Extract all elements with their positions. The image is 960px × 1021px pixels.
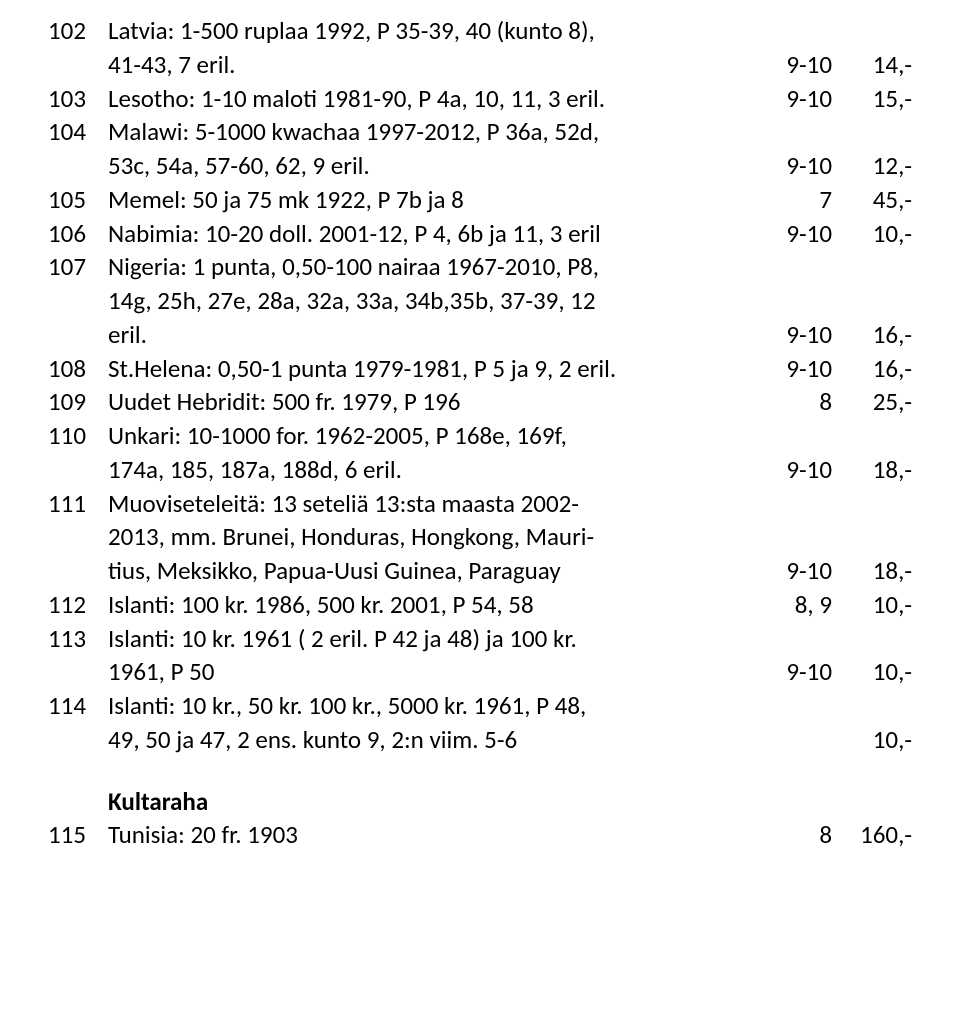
row-description: St.Helena: 0,50-1 punta 1979-1981, P 5 j…	[108, 352, 752, 386]
catalog-row: 108St.Helena: 0,50-1 punta 1979-1981, P …	[48, 352, 912, 386]
row-number: 104	[48, 115, 108, 149]
catalog-row: 104Malawi: 5-1000 kwachaa 1997-2012, P 3…	[48, 115, 912, 149]
catalog-row: 41-43, 7 eril.9-1014,-	[48, 48, 912, 82]
row-number: 112	[48, 588, 108, 622]
row-grade: 9-10	[752, 48, 832, 82]
row-description: 14g, 25h, 27e, 28a, 32a, 33a, 34b,35b, 3…	[108, 284, 752, 318]
row-grade: 8, 9	[752, 588, 832, 622]
row-description: Tunisia: 20 fr. 1903	[108, 818, 752, 852]
row-price: 14,-	[832, 48, 912, 82]
catalog-row: 105Memel: 50 ja 75 mk 1922, P 7b ja 8745…	[48, 183, 912, 217]
row-description: Latvia: 1-500 ruplaa 1992, P 35-39, 40 (…	[108, 14, 752, 48]
row-grade: 9-10	[752, 352, 832, 386]
row-price: 16,-	[832, 318, 912, 352]
row-number: 106	[48, 217, 108, 251]
row-price: 25,-	[832, 385, 912, 419]
catalog-row: 115Tunisia: 20 fr. 19038160,-	[48, 818, 912, 852]
catalog-row: 2013, mm. Brunei, Honduras, Hongkong, Ma…	[48, 520, 912, 554]
section-heading: Kultaraha	[108, 785, 752, 819]
catalog-list: 102Latvia: 1-500 ruplaa 1992, P 35-39, 4…	[48, 14, 912, 757]
catalog-row: 1961, P 509-1010,-	[48, 655, 912, 689]
row-grade: 8	[752, 385, 832, 419]
section-gap	[48, 757, 912, 785]
catalog-row: 102Latvia: 1-500 ruplaa 1992, P 35-39, 4…	[48, 14, 912, 48]
row-price: 45,-	[832, 183, 912, 217]
row-description: Memel: 50 ja 75 mk 1922, P 7b ja 8	[108, 183, 752, 217]
row-description: 1961, P 50	[108, 655, 752, 689]
row-number: 109	[48, 385, 108, 419]
row-price: 10,-	[832, 588, 912, 622]
catalog-row: 174a, 185, 187a, 188d, 6 eril.9-1018,-	[48, 453, 912, 487]
catalog-row: 49, 50 ja 47, 2 ens. kunto 9, 2:n viim. …	[48, 723, 912, 757]
catalog-row: 111Muoviseteleitä: 13 seteliä 13:sta maa…	[48, 487, 912, 521]
row-description: Islanti: 10 kr. 1961 ( 2 eril. P 42 ja 4…	[108, 622, 752, 656]
catalog-row: 109Uudet Hebridit: 500 fr. 1979, P 19682…	[48, 385, 912, 419]
row-grade: 9-10	[752, 149, 832, 183]
row-price: 10,-	[832, 655, 912, 689]
row-description: Malawi: 5-1000 kwachaa 1997-2012, P 36a,…	[108, 115, 752, 149]
row-price: 18,-	[832, 453, 912, 487]
row-number: 107	[48, 250, 108, 284]
row-number: 105	[48, 183, 108, 217]
catalog-row: eril.9-1016,-	[48, 318, 912, 352]
section-heading-row: Kultaraha	[48, 785, 912, 819]
row-description: 41-43, 7 eril.	[108, 48, 752, 82]
row-description: 2013, mm. Brunei, Honduras, Hongkong, Ma…	[108, 520, 752, 554]
row-grade: 9-10	[752, 655, 832, 689]
row-number: 111	[48, 487, 108, 521]
row-description: tius, Meksikko, Papua-Uusi Guinea, Parag…	[108, 554, 752, 588]
row-description: Lesotho: 1-10 maloti 1981-90, P 4a, 10, …	[108, 82, 752, 116]
row-description: 174a, 185, 187a, 188d, 6 eril.	[108, 453, 752, 487]
row-price: 15,-	[832, 82, 912, 116]
catalog-row: 114Islanti: 10 kr., 50 kr. 100 kr., 5000…	[48, 689, 912, 723]
row-description: Nigeria: 1 punta, 0,50-100 nairaa 1967-2…	[108, 250, 752, 284]
row-number: 103	[48, 82, 108, 116]
row-price: 16,-	[832, 352, 912, 386]
row-grade: 9-10	[752, 217, 832, 251]
catalog-row: 14g, 25h, 27e, 28a, 32a, 33a, 34b,35b, 3…	[48, 284, 912, 318]
row-number: 113	[48, 622, 108, 656]
row-price: 12,-	[832, 149, 912, 183]
row-grade: 9-10	[752, 453, 832, 487]
row-price: 10,-	[832, 217, 912, 251]
row-description: Nabimia: 10-20 doll. 2001-12, P 4, 6b ja…	[108, 217, 752, 251]
row-description: Uudet Hebridit: 500 fr. 1979, P 196	[108, 385, 752, 419]
row-grade: 9-10	[752, 554, 832, 588]
catalog-row: tius, Meksikko, Papua-Uusi Guinea, Parag…	[48, 554, 912, 588]
row-grade: 9-10	[752, 82, 832, 116]
row-grade: 9-10	[752, 318, 832, 352]
catalog-row: 113Islanti: 10 kr. 1961 ( 2 eril. P 42 j…	[48, 622, 912, 656]
row-description: Muoviseteleitä: 13 seteliä 13:sta maasta…	[108, 487, 752, 521]
row-description: 53c, 54a, 57-60, 62, 9 eril.	[108, 149, 752, 183]
row-price: 160,-	[832, 818, 912, 852]
row-description: Islanti: 100 kr. 1986, 500 kr. 2001, P 5…	[108, 588, 752, 622]
section-entry: 115Tunisia: 20 fr. 19038160,-	[48, 818, 912, 852]
row-number: 108	[48, 352, 108, 386]
row-description: Islanti: 10 kr., 50 kr. 100 kr., 5000 kr…	[108, 689, 752, 723]
catalog-row: 53c, 54a, 57-60, 62, 9 eril.9-1012,-	[48, 149, 912, 183]
catalog-row: 107Nigeria: 1 punta, 0,50-100 nairaa 196…	[48, 250, 912, 284]
catalog-row: 103Lesotho: 1-10 maloti 1981-90, P 4a, 1…	[48, 82, 912, 116]
row-description: eril.	[108, 318, 752, 352]
row-grade: 8	[752, 818, 832, 852]
catalog-row: 106Nabimia: 10-20 doll. 2001-12, P 4, 6b…	[48, 217, 912, 251]
row-grade: 7	[752, 183, 832, 217]
row-price: 18,-	[832, 554, 912, 588]
row-price: 10,-	[832, 723, 912, 757]
row-number: 114	[48, 689, 108, 723]
row-number: 110	[48, 419, 108, 453]
catalog-row: 110Unkari: 10-1000 for. 1962-2005, P 168…	[48, 419, 912, 453]
row-description: 49, 50 ja 47, 2 ens. kunto 9, 2:n viim. …	[108, 723, 752, 757]
catalog-row: 112Islanti: 100 kr. 1986, 500 kr. 2001, …	[48, 588, 912, 622]
row-description: Unkari: 10-1000 for. 1962-2005, P 168e, …	[108, 419, 752, 453]
row-number: 115	[48, 818, 108, 852]
row-number: 102	[48, 14, 108, 48]
